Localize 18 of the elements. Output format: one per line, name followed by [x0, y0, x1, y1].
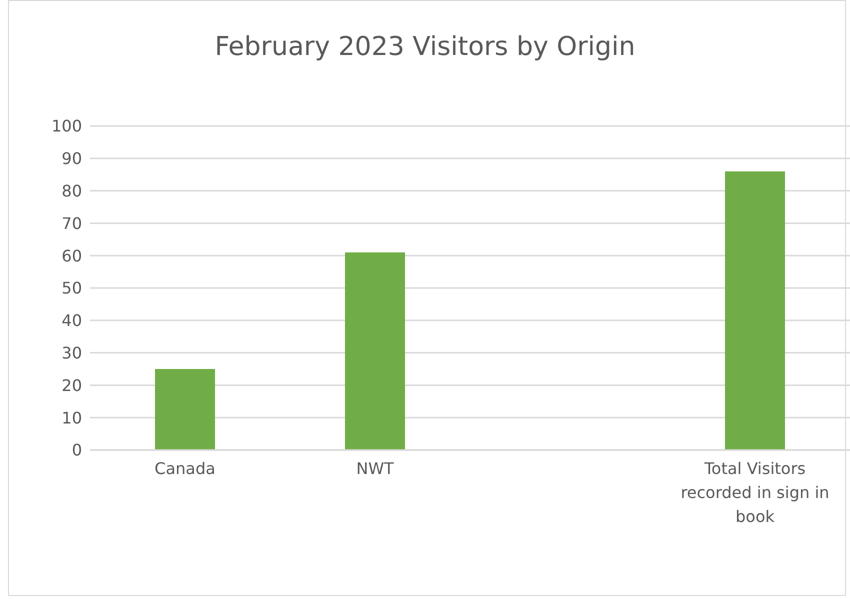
- y-tick-label: 90: [62, 149, 82, 168]
- y-tick-label: 80: [62, 181, 82, 200]
- bar: [155, 369, 215, 450]
- bar: [725, 171, 785, 450]
- y-tick-label: 100: [51, 116, 82, 136]
- chart-title: February 2023 Visitors by Origin: [214, 32, 636, 62]
- y-tick-label: 20: [62, 376, 82, 395]
- y-tick-label: 40: [62, 311, 82, 330]
- x-tick-label: Total Visitors recorded in sign in book: [680, 459, 830, 526]
- y-tick-label: 70: [62, 214, 82, 233]
- y-tick-label: 50: [62, 278, 82, 298]
- x-tick-label: NWT: [356, 459, 394, 478]
- y-tick-label: 0: [72, 440, 82, 460]
- y-tick-label: 30: [62, 343, 82, 362]
- bar: [345, 252, 405, 450]
- x-tick-label: Canada: [154, 459, 216, 478]
- y-tick-label: 10: [62, 408, 82, 428]
- y-tick-label: 60: [62, 246, 82, 266]
